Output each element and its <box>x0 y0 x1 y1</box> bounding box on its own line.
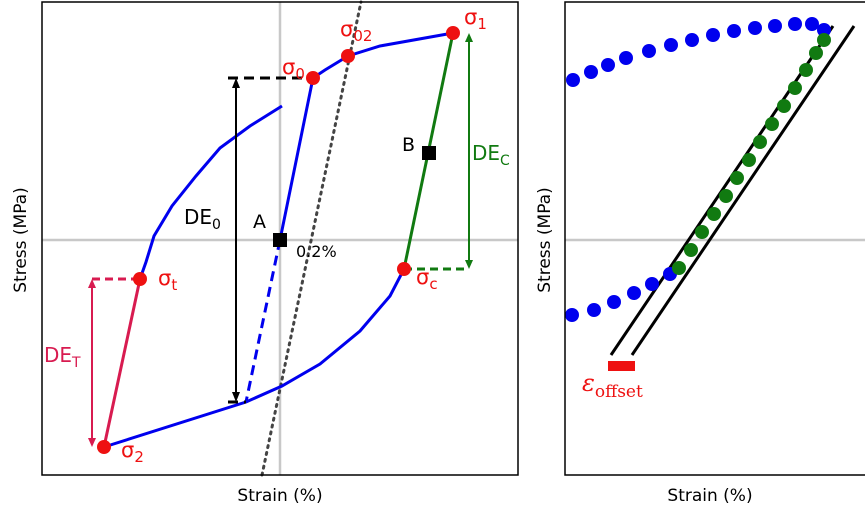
offset-percent-label: 0.2% <box>296 242 337 261</box>
det-arrow-head-bottom <box>88 438 96 447</box>
green-dot <box>695 225 709 239</box>
dec-arrow-head-bottom <box>465 260 473 269</box>
green-dot <box>753 135 767 149</box>
epsilon-offset-label: εoffset <box>582 369 643 402</box>
sigmac-label: σc <box>416 265 438 293</box>
point-b-marker <box>422 146 436 160</box>
blue-dot <box>727 24 741 38</box>
green-dot <box>742 153 756 167</box>
point-b-label: B <box>402 134 415 156</box>
green-dot <box>817 33 831 47</box>
green-dot <box>788 81 802 95</box>
det-arrow-head-top <box>88 279 96 288</box>
sigma02-marker <box>341 49 355 63</box>
upper-blue-dots <box>566 17 831 87</box>
blue-dot <box>642 44 656 58</box>
dashed-blue-segment <box>244 239 282 403</box>
blue-dot <box>706 28 720 42</box>
green-dot <box>765 117 779 131</box>
left-plot-frame <box>41 1 519 476</box>
blue-dot <box>685 33 699 47</box>
offset-bar <box>608 361 635 371</box>
dec-arrow-head-top <box>465 33 473 42</box>
sigmac-marker <box>397 262 411 276</box>
de0-label: DE0 <box>184 205 221 233</box>
sigmat-marker <box>133 272 147 286</box>
green-dot <box>809 46 823 60</box>
blue-dot <box>788 17 802 31</box>
green-dot <box>799 63 813 77</box>
de0-arrow-head-bottom <box>232 392 240 402</box>
crimson-tension-line <box>102 278 142 448</box>
blue-dot <box>805 17 819 31</box>
blue-dot <box>584 65 598 79</box>
sigma1-marker <box>446 26 460 40</box>
dec-label: DEC <box>472 141 510 169</box>
blue-dot <box>645 277 659 291</box>
point-a-label: A <box>253 211 266 233</box>
blue-dot <box>768 19 782 33</box>
left-panel: σ0 σ02 σ1 σt σc σ2 DE0 DEC DET A B 0.2% … <box>11 0 519 506</box>
lower-blue-dots <box>565 267 677 322</box>
sigma2-label: σ2 <box>121 438 144 466</box>
green-dot <box>730 171 744 185</box>
main-blue-curve <box>278 31 454 241</box>
blue-dot <box>565 308 579 322</box>
blue-dot <box>607 295 621 309</box>
blue-dot <box>664 38 678 52</box>
point-a-marker <box>273 233 287 247</box>
green-dots <box>672 33 831 275</box>
sigmat-label: σt <box>158 266 177 294</box>
right-ylabel: Stress (MPa) <box>535 187 555 293</box>
blue-dot <box>566 73 580 87</box>
left-xlabel: Strain (%) <box>237 486 322 506</box>
offset-line-outer <box>630 25 856 356</box>
det-label: DET <box>44 343 81 371</box>
sigma0-marker <box>306 71 320 85</box>
loading-curve-upper <box>138 104 283 280</box>
blue-dot <box>748 21 762 35</box>
sigma1-label: σ1 <box>464 5 487 33</box>
right-plot-frame <box>564 1 865 476</box>
blue-dot <box>817 23 831 37</box>
green-dot <box>684 243 698 257</box>
sigma0-label: σ0 <box>282 55 305 83</box>
green-dot <box>672 261 686 275</box>
sigma02-label: σ02 <box>340 17 372 45</box>
sigma2-marker <box>97 440 111 454</box>
blue-dot <box>619 51 633 65</box>
green-dot <box>719 189 733 203</box>
blue-dot <box>587 303 601 317</box>
left-ylabel: Stress (MPa) <box>11 187 31 293</box>
blue-dot <box>601 58 615 72</box>
green-dot <box>707 207 721 221</box>
right-xlabel: Strain (%) <box>667 486 752 506</box>
de0-arrow-head-top <box>232 78 240 88</box>
right-panel: εoffset Strain (%) Stress (MPa) <box>535 1 865 506</box>
green-dot <box>777 99 791 113</box>
blue-dot <box>627 286 641 300</box>
